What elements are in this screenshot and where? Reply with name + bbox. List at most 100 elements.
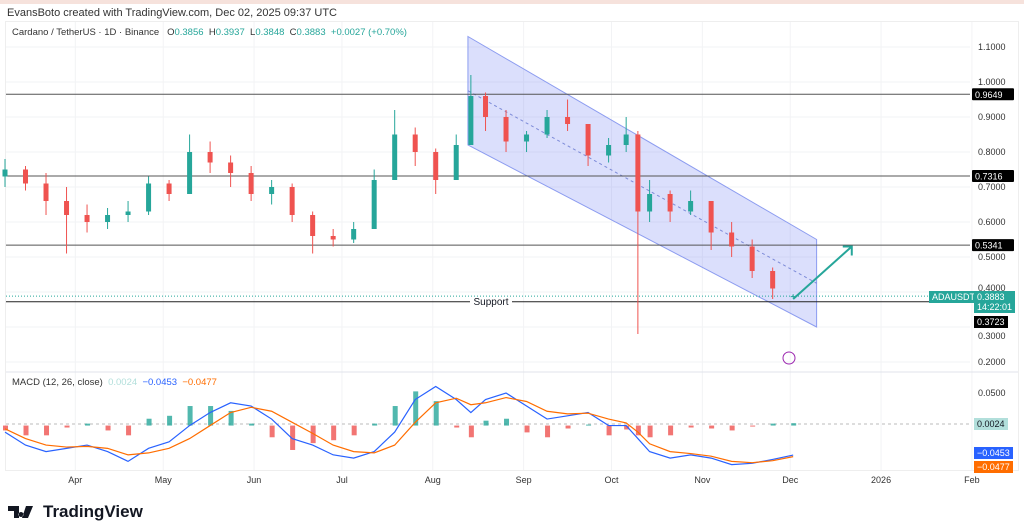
level-tag-label: 0.7316 <box>975 171 1003 181</box>
macd-histogram-bar <box>606 425 612 436</box>
macd-histogram-bar <box>688 425 694 428</box>
candle-body <box>125 211 131 215</box>
candle-body <box>585 124 591 156</box>
time-tick-label: Oct <box>605 475 620 485</box>
descending-channel <box>467 35 818 328</box>
time-tick-label: May <box>155 475 173 485</box>
time-tick-label: Aug <box>425 475 441 485</box>
candle-body <box>269 187 275 194</box>
candle-body <box>371 180 377 229</box>
price-tick-label: 0.5000 <box>978 252 1006 262</box>
macd-histogram-bar <box>44 425 50 436</box>
macd-histogram-bar <box>392 406 398 426</box>
macd-histogram-bar <box>372 423 378 426</box>
chart-frame <box>5 21 1019 471</box>
candle-body <box>166 183 172 194</box>
candle-body <box>43 183 49 201</box>
macd-histogram-bar <box>249 423 255 426</box>
macd-histogram-bar <box>208 406 214 426</box>
time-tick-label: Feb <box>964 475 980 485</box>
time-tick-label: Jul <box>336 475 348 485</box>
channel-midline <box>467 90 817 284</box>
candle-body <box>453 145 459 180</box>
time-tick-label: Sep <box>516 475 532 485</box>
signal-line <box>4 396 794 464</box>
candle-body <box>468 96 474 145</box>
level-tag-label: 0.5341 <box>975 241 1003 251</box>
lightning-icon <box>782 351 796 365</box>
candle-body <box>433 152 439 180</box>
macd-histogram-bar <box>23 425 29 436</box>
macd-histogram-bar <box>586 424 592 426</box>
symbol-tag: ADAUSDT <box>929 291 979 303</box>
change-value: +0.0027 (+0.70%) <box>330 27 407 38</box>
macd-histogram-bar <box>524 425 530 433</box>
price-tick-label: 0.4000 <box>978 283 1006 293</box>
macd-histogram-bar <box>468 425 474 438</box>
time-tick-label: Dec <box>782 475 799 485</box>
hist-tag: 0.0024 <box>974 418 1008 430</box>
candle-body <box>228 162 234 173</box>
macd-histogram-bar <box>668 425 674 436</box>
macd-histogram-bar <box>187 406 193 426</box>
candle-body <box>310 215 316 236</box>
candle-body <box>248 173 254 194</box>
candle-body <box>688 201 694 212</box>
macd-histogram-bar <box>228 410 234 426</box>
candle-body <box>524 134 530 142</box>
signal-tag: −0.0477 <box>974 461 1013 473</box>
price-tick-label: 0.8000 <box>978 147 1006 157</box>
candle-body <box>623 134 629 145</box>
macd-histogram-bar <box>3 425 8 431</box>
macd-title: MACD (12, 26, close) <box>12 377 103 388</box>
candle-body <box>351 229 357 240</box>
macd-histogram-bar <box>647 425 653 438</box>
price-tick-label: 0.7000 <box>978 182 1006 192</box>
macd-histogram-bar <box>85 423 91 426</box>
tradingview-logo: TradingView <box>8 502 143 522</box>
projection-arrow-head <box>842 245 853 256</box>
candle-body <box>708 201 714 233</box>
support-label: Support <box>473 297 508 308</box>
symbol-name: Cardano / TetherUS · 1D · Binance <box>12 27 160 38</box>
macd-histogram-bar <box>351 425 357 436</box>
macd-value: −0.0453 <box>142 377 178 388</box>
macd-hist-value: 0.0024 <box>108 377 138 388</box>
candle-body <box>635 134 641 212</box>
macd-histogram-bar <box>770 423 776 426</box>
candle-body <box>84 215 90 222</box>
macd-histogram-bar <box>433 401 439 426</box>
time-tick-label: Apr <box>68 475 82 485</box>
low-value: 0.3848 <box>255 27 285 38</box>
candle-body <box>729 232 735 247</box>
macd-histogram-bar <box>290 425 296 450</box>
low-label: L <box>250 27 256 38</box>
macd-histogram-bar <box>146 418 152 426</box>
macd-histogram-bar <box>105 425 111 431</box>
macd-histogram-bar <box>126 425 132 436</box>
price-tick-label: 0.3000 <box>978 331 1006 341</box>
macd-histogram-bar <box>750 425 756 427</box>
price-tick-label: 0.2000 <box>978 357 1006 367</box>
macd-histogram-bar <box>454 425 460 428</box>
macd-histogram-bar <box>269 425 275 438</box>
last-price: 0.3883 <box>977 292 1005 302</box>
macd-histogram-bar <box>331 425 337 441</box>
candle-body <box>207 152 213 163</box>
close-label: C <box>289 27 297 38</box>
price-tick-label: 1.1000 <box>978 42 1006 52</box>
macd-legend: MACD (12, 26, close) 0.0024 −0.0453 −0.0… <box>12 377 217 388</box>
macd-tag: −0.0453 <box>974 447 1013 459</box>
macd-line <box>4 385 794 466</box>
macd-histogram-bar <box>791 423 797 426</box>
macd-tick-label: 0.0500 <box>978 388 1006 398</box>
price-tick-label: 0.6000 <box>978 217 1006 227</box>
symbol-legend: Cardano / TetherUS · 1D · Binance O0.385… <box>12 27 407 38</box>
open-label: O <box>167 27 175 38</box>
candle-body <box>749 246 755 271</box>
close-value: 0.3883 <box>296 27 326 38</box>
macd-histogram-bar <box>413 391 419 426</box>
candle-body <box>483 96 489 117</box>
macd-histogram-bar <box>167 415 173 426</box>
